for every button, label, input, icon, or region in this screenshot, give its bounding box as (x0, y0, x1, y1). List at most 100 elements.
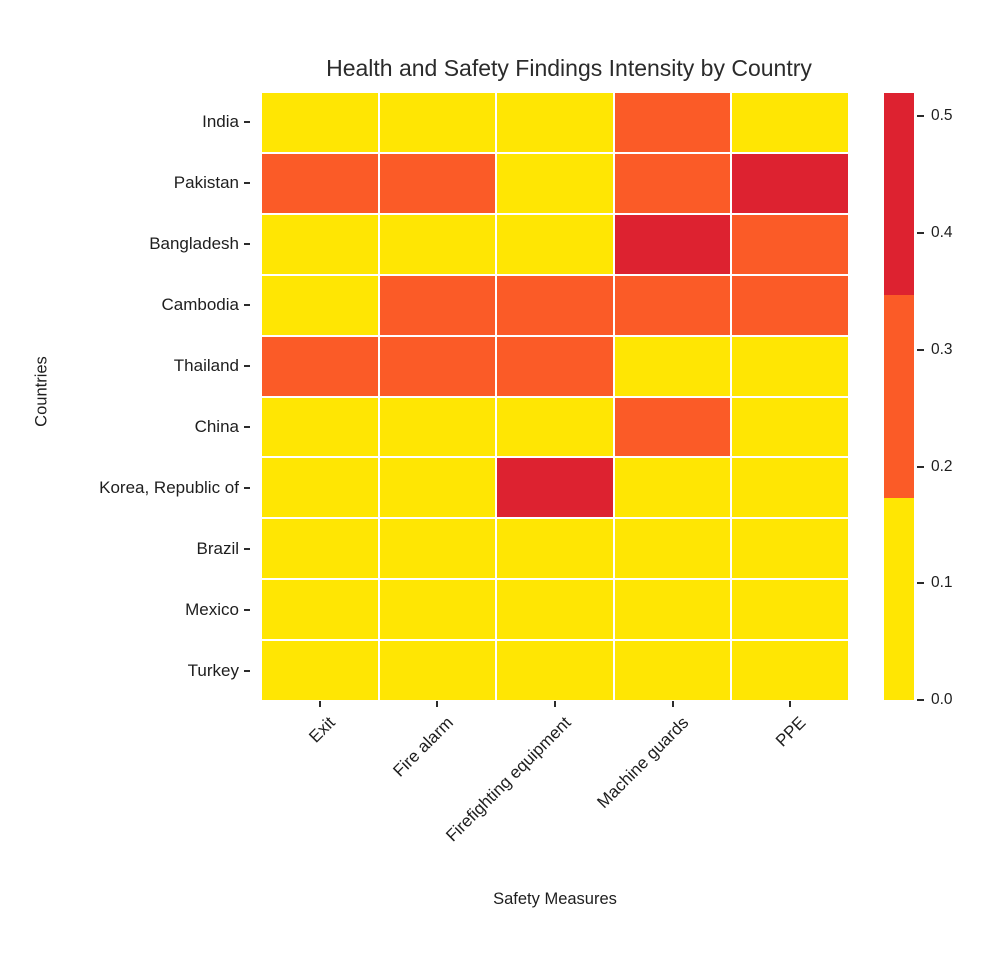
x-axis-title: Safety Measures (493, 890, 617, 908)
x-tick-label: PPE (772, 713, 810, 751)
heatmap-cell (262, 458, 378, 518)
heatmap-cell (732, 336, 848, 396)
heatmap-cell (497, 214, 613, 274)
y-tick-label: China (0, 398, 256, 457)
heatmap-cell (262, 641, 378, 700)
heatmap-cell (379, 580, 496, 640)
y-tick-mark (244, 182, 250, 185)
x-tick-mark (318, 701, 321, 707)
y-tick-text: Mexico (185, 599, 239, 619)
heatmap-cell (732, 519, 848, 579)
heatmap-cell (614, 275, 731, 335)
heatmap-cell (262, 153, 378, 213)
y-tick-text: Bangladesh (149, 234, 239, 254)
y-tick-text: Thailand (173, 356, 239, 376)
heatmap-cell (497, 397, 613, 457)
heatmap-cell (614, 336, 731, 396)
y-tick-label: Pakistan (0, 154, 256, 213)
heatmap-cell (497, 336, 613, 396)
y-tick-label: Korea, Republic of (0, 458, 256, 517)
heatmap-cell (614, 458, 731, 518)
colorbar-tick-label: 0.2 (931, 457, 953, 475)
colorbar-segment-high (884, 93, 914, 296)
y-tick-mark (244, 365, 250, 368)
y-tick-text: Turkey (187, 660, 239, 680)
y-tick-text: Pakistan (173, 173, 239, 193)
heatmap-cell (614, 153, 731, 213)
heatmap-cell (262, 397, 378, 457)
heatmap-cell (262, 519, 378, 579)
heatmap-cell (497, 641, 613, 700)
heatmap-cell (497, 580, 613, 640)
y-tick-label: Bangladesh (0, 215, 256, 274)
heatmap-cell (379, 641, 496, 700)
heatmap-cell (379, 336, 496, 396)
colorbar-segment-medium (884, 295, 914, 498)
heatmap-cell (379, 519, 496, 579)
heatmap-cell (379, 153, 496, 213)
y-tick-mark (244, 486, 250, 489)
y-tick-text: China (194, 416, 239, 436)
colorbar-tick-label: 0.1 (931, 574, 953, 592)
y-tick-text: Korea, Republic of (99, 477, 239, 497)
heatmap-cell (614, 397, 731, 457)
heatmap-cell (262, 336, 378, 396)
colorbar-tick-mark (917, 582, 924, 585)
colorbar-segment-low (884, 497, 914, 700)
heatmap-cell (497, 153, 613, 213)
colorbar-tick-mark (917, 465, 924, 468)
y-tick-mark (244, 608, 250, 611)
y-tick-mark (244, 669, 250, 672)
x-tick-mark (554, 701, 556, 707)
heatmap-cell (732, 93, 848, 152)
y-tick-mark (244, 304, 250, 307)
heatmap-cell (379, 93, 496, 152)
y-tick-mark (244, 243, 250, 246)
x-tick-label: Exit (305, 713, 340, 747)
heatmap-cell (497, 519, 613, 579)
heatmap-cell (262, 275, 378, 335)
heatmap-grid (262, 93, 848, 700)
heatmap-cell (614, 641, 731, 700)
heatmap-cell (379, 275, 496, 335)
heatmap-cell (262, 214, 378, 274)
colorbar-tick-label: 0.3 (931, 340, 953, 358)
heatmap-cell (497, 93, 613, 152)
x-tick-mark (436, 701, 439, 707)
heatmap-cell (379, 458, 496, 518)
heatmap-cell (732, 458, 848, 518)
chart-title: Health and Safety Findings Intensity by … (326, 55, 812, 81)
y-tick-text: India (202, 112, 239, 132)
x-tick-label: Firefighting equipment (442, 713, 575, 846)
y-tick-label: Mexico (0, 580, 256, 639)
colorbar-tick-label: 0.0 (931, 691, 953, 708)
x-tick-label: Machine guards (593, 713, 693, 812)
heatmap-cell (614, 93, 731, 152)
y-tick-label: Turkey (0, 641, 256, 700)
y-tick-mark (244, 121, 250, 124)
y-tick-text: Brazil (196, 538, 239, 558)
colorbar-tick-mark (917, 348, 924, 351)
y-tick-mark (244, 547, 250, 550)
heatmap-cell (732, 275, 848, 335)
x-tick-label: Fire alarm (389, 713, 457, 781)
y-tick-label: Brazil (0, 519, 256, 578)
x-tick-mark (789, 701, 792, 707)
heatmap-cell (614, 519, 731, 579)
heatmap-cell (262, 93, 378, 152)
colorbar-tick-mark (917, 232, 924, 235)
y-tick-label: Cambodia (0, 276, 256, 335)
y-tick-text: Cambodia (161, 295, 240, 315)
colorbar-tick-mark (917, 115, 924, 118)
heatmap-cell (262, 580, 378, 640)
heatmap-cell (497, 275, 613, 335)
colorbar-tick-label: 0.5 (931, 107, 953, 125)
heatmap-cell (732, 641, 848, 700)
heatmap-cell (732, 397, 848, 457)
heatmap-cell (497, 458, 613, 518)
x-tick-mark (671, 701, 674, 707)
y-tick-mark (244, 425, 250, 428)
colorbar-tick-mark (917, 699, 924, 701)
heatmap-cell (732, 153, 848, 213)
